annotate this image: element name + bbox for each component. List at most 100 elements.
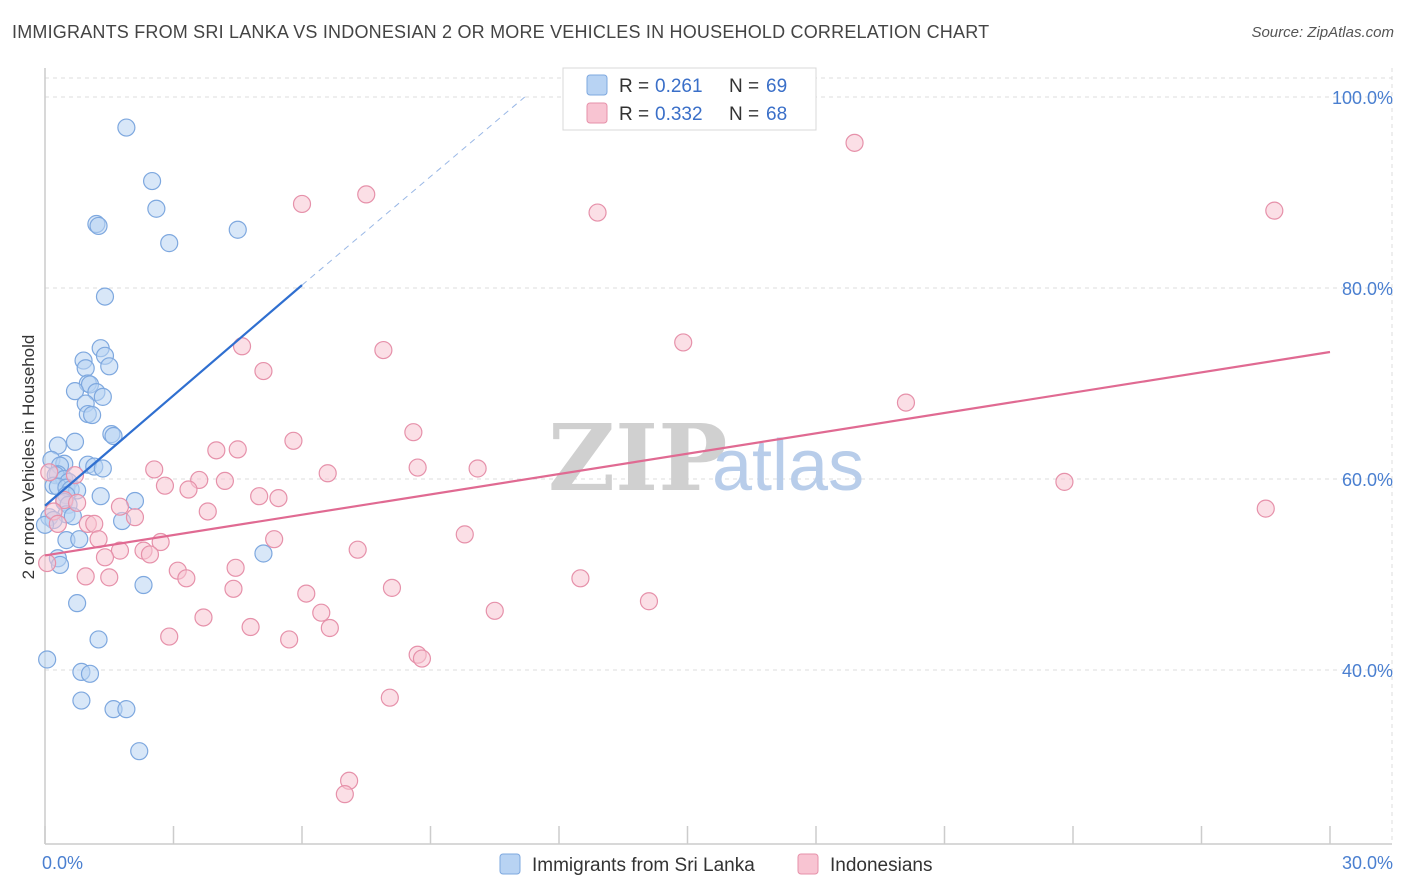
source-label: Source: ZipAtlas.com — [1251, 24, 1394, 41]
indonesian-point — [40, 463, 59, 482]
x-tick-label: 30.0% — [1342, 853, 1393, 873]
sri-lanka-point — [104, 426, 123, 446]
sri-lanka-point — [95, 287, 115, 306]
bottom-legend: Immigrants from Sri Lanka Indonesians — [499, 853, 932, 876]
bottom-legend-swatch-blue — [499, 853, 521, 875]
y-tick-label: 40.0% — [1342, 661, 1393, 681]
indonesian-trend-line — [44, 350, 1331, 557]
sri-lanka-point — [117, 700, 136, 719]
indonesian-point — [404, 423, 423, 442]
indonesian-point — [571, 569, 590, 588]
legend-r-label-1: R = — [619, 76, 649, 97]
sri-lanka-point — [134, 575, 153, 595]
legend-n-label-1: N = — [729, 76, 759, 97]
trend-lines — [44, 96, 1331, 557]
indonesian-point — [357, 185, 376, 204]
indonesian-point — [292, 194, 312, 214]
bottom-legend-swatch-pink — [797, 853, 819, 875]
sri-lanka-point — [38, 650, 57, 669]
legend-n-value-1: 69 — [766, 76, 787, 97]
sri-lanka-point — [100, 357, 119, 376]
y-tick-label: 60.0% — [1342, 470, 1393, 490]
axes: 40.0% 60.0% 80.0% 100.0% 0.0% 30.0% — [42, 68, 1393, 873]
indonesian-point — [228, 440, 247, 459]
indonesian-point — [241, 617, 260, 637]
legend-swatch-blue — [586, 74, 608, 96]
indonesian-point — [1256, 499, 1275, 518]
indonesian-point — [348, 540, 367, 559]
indonesian-point — [224, 579, 243, 598]
legend-r-label-2: R = — [619, 104, 649, 125]
grid-lines — [45, 68, 1393, 844]
indonesian-point — [382, 578, 402, 597]
indonesian-point — [250, 487, 269, 506]
legend-n-label-2: N = — [729, 104, 759, 125]
indonesian-point — [65, 466, 85, 485]
indonesian-point — [485, 601, 504, 620]
legend-box: R = 0.261 N = 69 R = 0.332 N = 68 — [562, 67, 817, 131]
indonesian-point — [280, 630, 299, 649]
indonesian-point — [215, 471, 234, 491]
sri-lanka-point — [65, 432, 85, 451]
indonesian-point — [312, 603, 331, 622]
legend-swatch-pink — [586, 102, 608, 124]
indonesian-point — [145, 460, 164, 479]
indonesian-point — [1265, 201, 1284, 220]
legend-r-value-2: 0.332 — [655, 104, 703, 125]
sri-lanka-point — [228, 220, 247, 239]
indonesian-point — [68, 493, 87, 512]
sri-lanka-point — [142, 171, 162, 191]
indonesian-point — [155, 476, 175, 495]
indonesian-point — [160, 627, 179, 646]
sri-lanka-point — [160, 234, 179, 253]
indonesian-point — [380, 688, 399, 707]
indonesian-point — [110, 541, 130, 560]
indonesian-point — [320, 618, 339, 638]
sri-lanka-trend-line — [44, 284, 303, 507]
indonesian-point — [269, 489, 288, 508]
sri-lanka-point — [93, 459, 112, 478]
indonesian-point — [85, 514, 104, 533]
indonesian-point — [455, 525, 474, 544]
sri-lanka-point — [70, 530, 89, 549]
sri-lanka-point — [130, 742, 149, 761]
chart-title: IMMIGRANTS FROM SRI LANKA VS INDONESIAN … — [12, 22, 990, 42]
sri-lanka-trend-extension — [301, 96, 526, 286]
indonesian-point — [100, 568, 119, 587]
indonesian-point — [207, 441, 226, 460]
y-axis-label: 2 or more Vehicles in Household — [19, 335, 38, 580]
indonesian-point — [374, 340, 393, 360]
indonesian-point — [896, 393, 916, 412]
watermark: ZIP atlas — [548, 404, 864, 512]
indonesian-point — [265, 530, 284, 549]
indonesian-point — [318, 464, 337, 483]
legend-n-value-2: 68 — [766, 104, 787, 125]
watermark-zip: ZIP — [548, 404, 727, 512]
sri-lanka-point — [147, 199, 166, 218]
indonesian-point — [38, 553, 57, 573]
indonesian-point — [140, 545, 160, 564]
sri-lanka-point — [89, 216, 108, 236]
indonesian-point — [412, 649, 432, 668]
indonesian-point — [335, 785, 354, 804]
indonesian-point — [177, 569, 196, 588]
y-tick-label: 100.0% — [1332, 88, 1393, 108]
indonesian-point — [639, 592, 659, 611]
sri-lanka-point — [89, 630, 108, 649]
indonesian-point — [284, 431, 303, 450]
indonesian-point — [408, 458, 427, 477]
indonesian-point — [226, 558, 245, 577]
indonesian-point — [588, 203, 607, 222]
sri-lanka-point — [83, 405, 102, 425]
indonesian-point — [194, 608, 213, 627]
indonesian-point — [95, 548, 115, 567]
indonesian-point — [468, 459, 487, 478]
indonesian-point — [674, 333, 693, 352]
indonesian-point — [76, 567, 95, 586]
sri-lanka-point — [93, 387, 112, 406]
indonesian-point — [48, 514, 67, 533]
indonesian-point — [125, 508, 145, 527]
sri-lanka-point — [65, 382, 85, 401]
indonesian-point — [845, 133, 864, 152]
